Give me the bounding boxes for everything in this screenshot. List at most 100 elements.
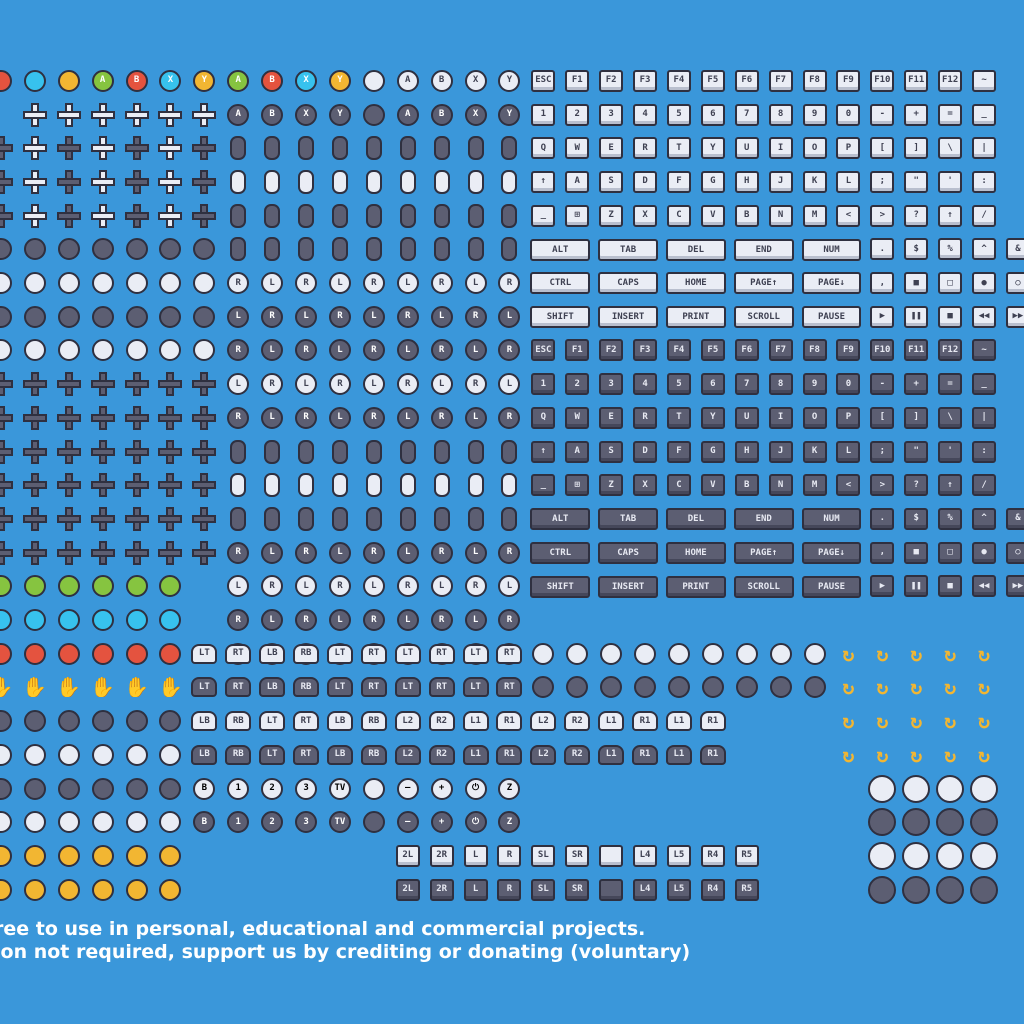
shoulder-cell: LB bbox=[323, 704, 357, 738]
dpad-cell bbox=[154, 435, 188, 469]
key-cell: 6 bbox=[696, 367, 730, 401]
dpad-cell bbox=[154, 401, 188, 435]
stick-label-icon: R bbox=[498, 609, 521, 632]
dpad-cell bbox=[154, 502, 188, 536]
arrow-cell: ↻ bbox=[832, 738, 866, 772]
stick-cell bbox=[459, 435, 493, 469]
key-cell: ▶▶ bbox=[1001, 300, 1024, 334]
stick-icon bbox=[399, 169, 416, 194]
stick-label-icon: L bbox=[261, 339, 284, 362]
button-cell bbox=[86, 300, 120, 334]
keyboard-key-qwerty: P bbox=[836, 137, 861, 160]
stick-cell bbox=[289, 233, 323, 267]
stick-cell: L bbox=[221, 300, 255, 334]
button-cell bbox=[154, 233, 188, 267]
stick-cell: L bbox=[289, 367, 323, 401]
dpad-icon bbox=[22, 102, 47, 127]
shoulder-button-icon: LT bbox=[191, 643, 218, 664]
stick-cell bbox=[255, 468, 289, 502]
console-button-icon bbox=[159, 811, 182, 834]
key-cell: J bbox=[764, 165, 798, 199]
key-cell: B bbox=[730, 468, 764, 502]
keyboard-key-asdf: H bbox=[734, 170, 759, 193]
shoulder-cell: LT bbox=[323, 637, 357, 671]
trigger-icon: R2 bbox=[428, 744, 455, 765]
dpad-icon bbox=[192, 203, 217, 228]
dpad-cell bbox=[86, 502, 120, 536]
stick-cell bbox=[493, 233, 527, 267]
dpad-cell bbox=[52, 165, 86, 199]
shoulder-button-icon: LT bbox=[394, 677, 421, 698]
stick-cell bbox=[289, 435, 323, 469]
menu-button-icon: Z bbox=[498, 777, 521, 800]
console-icon-cell bbox=[120, 839, 154, 873]
console-button-icon bbox=[91, 844, 114, 867]
shoulder-cell: LT bbox=[391, 671, 425, 705]
joystick-top-icon bbox=[0, 609, 12, 632]
keyboard-key-zxcv: C bbox=[666, 474, 691, 497]
shoulder-cell: L2 bbox=[391, 738, 425, 772]
stick-cell bbox=[221, 502, 255, 536]
stick-icon bbox=[467, 203, 484, 228]
touch-gesture-icon bbox=[600, 676, 623, 699]
key-cell: 8 bbox=[764, 98, 798, 132]
stick-cell bbox=[493, 165, 527, 199]
button-cell bbox=[154, 266, 188, 300]
face-button-icon bbox=[57, 69, 80, 92]
key-cell: ❚❚ bbox=[899, 300, 933, 334]
key-cell: I bbox=[764, 401, 798, 435]
menu-button-icon: 3 bbox=[295, 777, 318, 800]
stick-cell bbox=[459, 468, 493, 502]
face-button-icon: X bbox=[159, 69, 182, 92]
stick-label-icon: L bbox=[328, 541, 351, 564]
keyboard-key-numbers: 5 bbox=[666, 373, 691, 396]
stick-cell bbox=[425, 502, 459, 536]
diamond-dpad-icon bbox=[90, 473, 115, 498]
dpad-cell bbox=[120, 131, 154, 165]
mouse-cell bbox=[967, 873, 1001, 907]
console-icon-cell bbox=[86, 704, 120, 738]
analog-stick-icon bbox=[57, 238, 80, 261]
key-cell: F4 bbox=[662, 64, 696, 98]
button-cell bbox=[52, 64, 86, 98]
stick-cell bbox=[357, 199, 391, 233]
arrow-cell: ↻ bbox=[899, 738, 933, 772]
stick-label-icon: L bbox=[430, 373, 453, 396]
joystick-top-icon bbox=[0, 642, 12, 665]
key-cell: P bbox=[832, 401, 866, 435]
key-cell: ■ bbox=[933, 570, 967, 604]
key-cell: [ bbox=[865, 401, 899, 435]
dpad-cell bbox=[86, 199, 120, 233]
key-cell: P bbox=[832, 131, 866, 165]
menu-button-icon: B bbox=[193, 777, 216, 800]
dark-face-button-icon bbox=[362, 103, 385, 126]
stick-icon bbox=[433, 473, 450, 498]
face-button-icon: A bbox=[227, 69, 250, 92]
console-icon-cell bbox=[52, 873, 86, 907]
key-cell: F11 bbox=[899, 334, 933, 368]
console-button-icon bbox=[125, 710, 148, 733]
dpad-cell bbox=[86, 98, 120, 132]
keyboard-key-qwerty: | bbox=[972, 406, 997, 429]
stick-cell: L bbox=[255, 266, 289, 300]
small-key-cell: L bbox=[459, 873, 493, 907]
stick-cell bbox=[255, 165, 289, 199]
stick-cell bbox=[391, 502, 425, 536]
stick-icon bbox=[230, 203, 247, 228]
joystick-cell bbox=[52, 637, 86, 671]
key-cell: ◀◀ bbox=[967, 300, 1001, 334]
diamond-dpad-icon bbox=[158, 540, 183, 565]
touch-cell bbox=[628, 637, 662, 671]
face-button-icon: A bbox=[396, 69, 419, 92]
diamond-dpad-icon bbox=[56, 405, 81, 430]
key-cell: K bbox=[798, 165, 832, 199]
dpad-icon bbox=[124, 169, 149, 194]
stick-cell bbox=[289, 502, 323, 536]
dpad-icon bbox=[124, 203, 149, 228]
keyboard-special-key: ALT bbox=[530, 238, 591, 261]
key-cell: Z bbox=[594, 199, 628, 233]
shoulder-button-icon: RT bbox=[496, 643, 523, 664]
keyboard-special-key: PAGE↓ bbox=[801, 541, 862, 564]
joystick-top-icon bbox=[57, 575, 80, 598]
console-icon-cell bbox=[0, 839, 18, 873]
